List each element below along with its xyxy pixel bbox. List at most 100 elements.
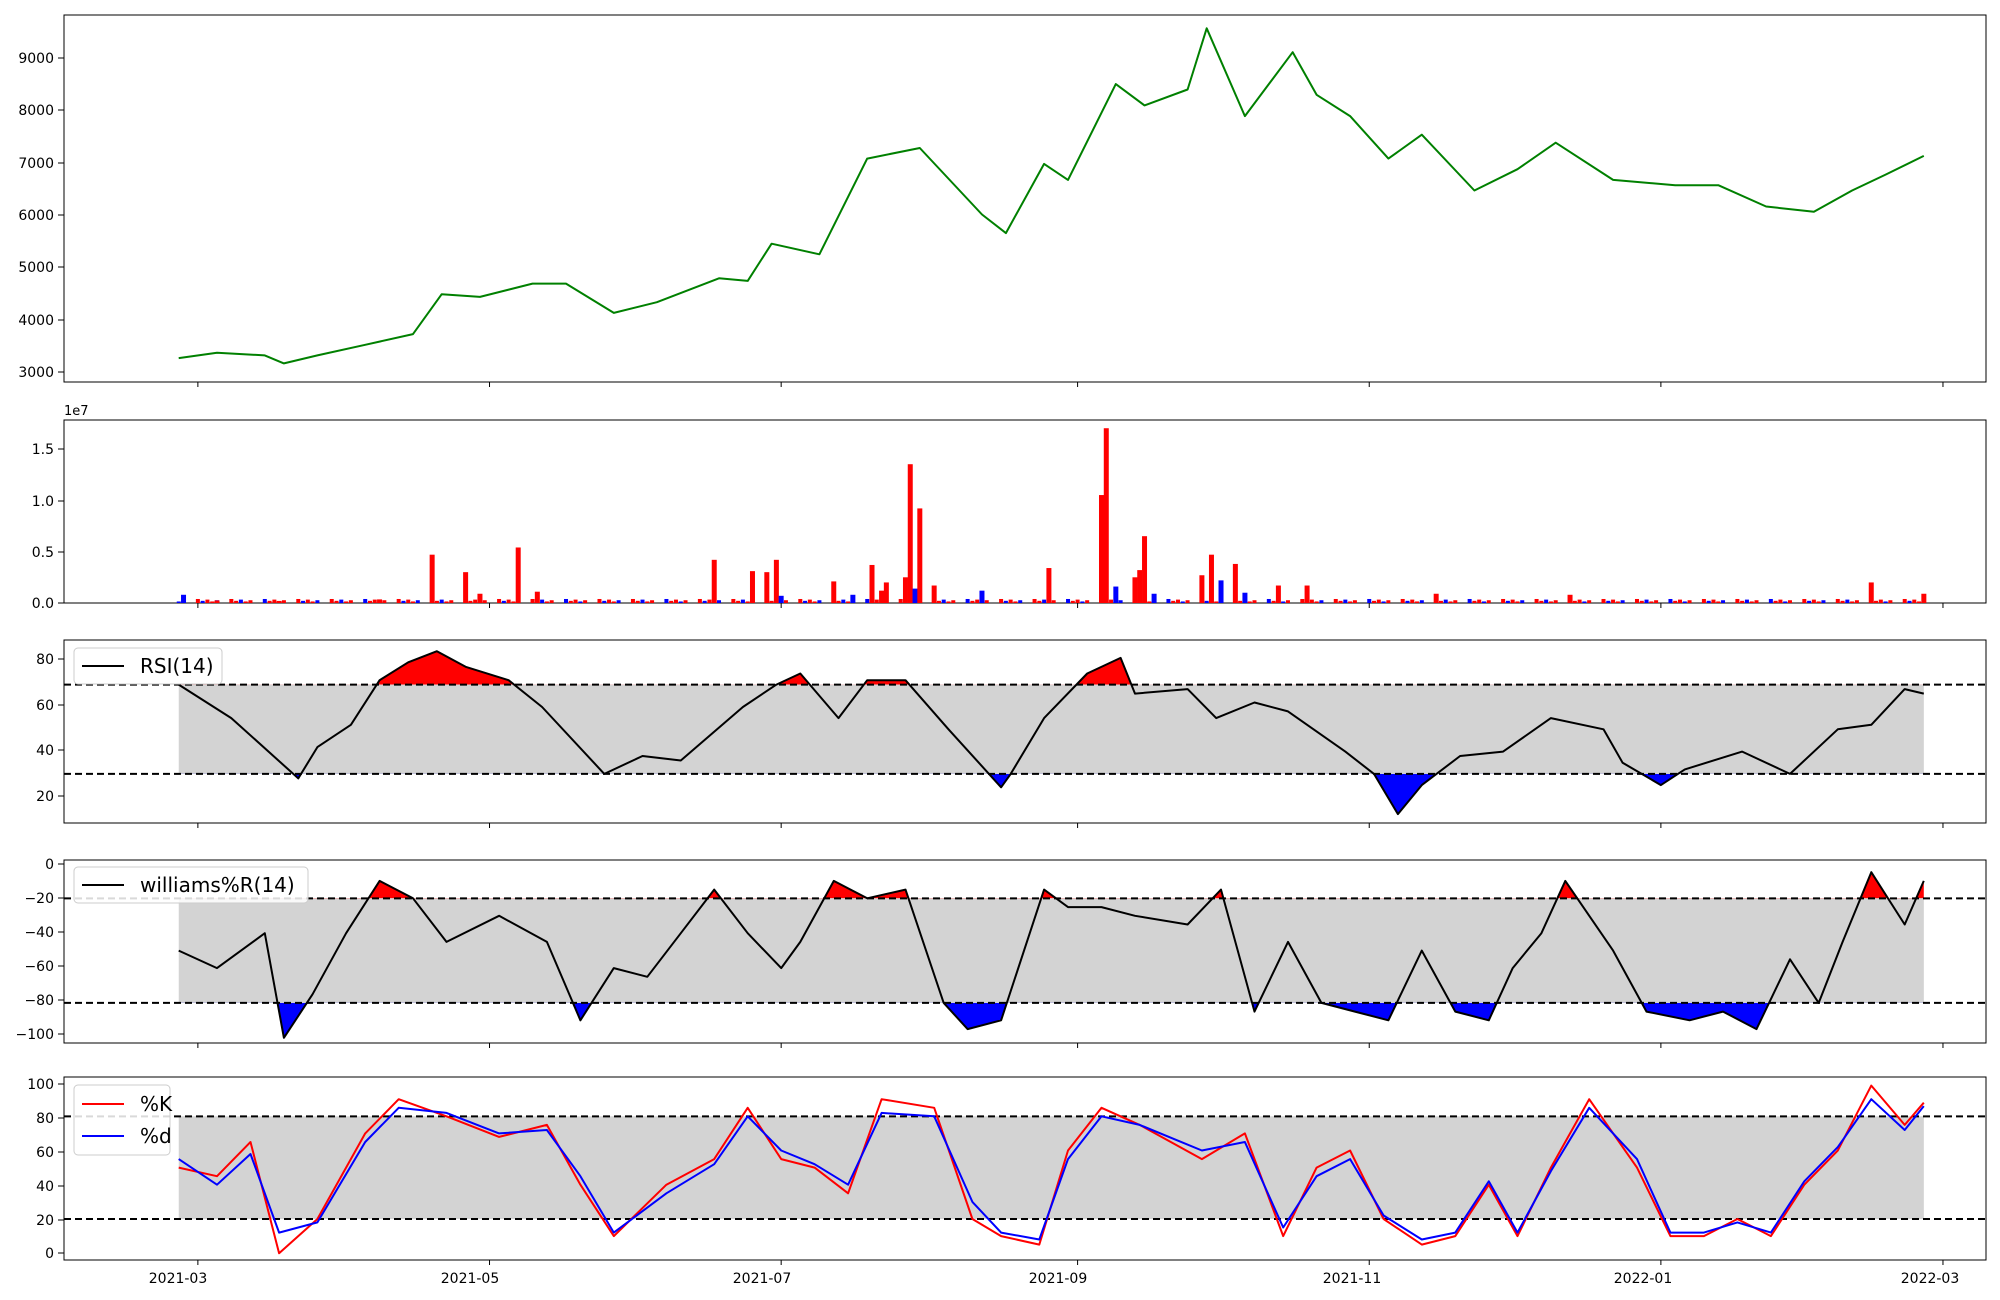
volume-bar-16 <box>869 564 875 603</box>
volume-bar-minor <box>702 600 707 603</box>
price-plot-area <box>178 27 1925 365</box>
volume-ytick-label-0-5: 0.5 <box>32 545 54 561</box>
volume-plot-area <box>176 428 1927 603</box>
volume-bar-24 <box>979 590 985 603</box>
x-tick-label-2021-07: 2021-07 <box>733 1271 792 1287</box>
volume-bar-minor <box>1783 601 1788 603</box>
volume-bar-minor <box>1051 600 1056 603</box>
volume-bar-minor <box>736 600 741 603</box>
volume-bar-minor <box>1874 600 1879 603</box>
volume-bar-minor <box>434 600 439 603</box>
volume-bar-minor <box>506 599 511 603</box>
volume-bar-minor <box>573 599 578 603</box>
volume-bar-minor <box>1917 601 1922 603</box>
volume-bar-minor <box>807 599 812 603</box>
volume-bar-minor <box>1534 598 1539 603</box>
volume-bar-minor <box>1716 601 1721 603</box>
volume-axes-frame <box>63 419 1987 604</box>
volume-bar-minor <box>406 599 411 603</box>
rsi-oversold-fill <box>293 773 1678 815</box>
volume-bar-minor <box>1548 601 1553 603</box>
volume-bar-11 <box>764 572 770 603</box>
volume-bar-minor <box>1706 600 1711 603</box>
volume-bar-minor <box>1840 600 1845 603</box>
williams-ytick-label-0: 0 <box>45 857 54 873</box>
stochastic-series-line-0 <box>178 1084 1925 1255</box>
volume-bar-minor <box>243 601 248 603</box>
volume-bar-minor <box>540 599 545 603</box>
price-ytick-label-5000: 5000 <box>18 260 54 276</box>
volume-bar-minor <box>874 599 879 603</box>
volume-bar-minor <box>281 600 286 603</box>
volume-bar-minor <box>865 598 870 603</box>
volume-bar-35 <box>1218 580 1224 603</box>
williams-ytick-label-m100: −100 <box>16 1027 54 1043</box>
price-axes-frame <box>63 14 1987 383</box>
volume-bar-minor <box>1252 600 1257 603</box>
volume-bar-minor <box>1539 600 1544 603</box>
volume-bar-minor <box>1902 598 1907 603</box>
volume-bar-minor <box>664 598 669 603</box>
volume-bar-minor <box>1649 601 1654 603</box>
volume-bar-0 <box>181 594 187 603</box>
volume-bar-minor <box>1266 598 1271 603</box>
volume-bar-minor <box>344 601 349 603</box>
volume-bar-minor <box>238 599 243 603</box>
volume-bar-minor <box>1668 598 1673 603</box>
volume-bar-minor <box>597 598 602 603</box>
volume-bar-minor <box>817 600 822 603</box>
rsi-legend-label: RSI(14) <box>140 654 214 678</box>
volume-bar-minor <box>1381 601 1386 603</box>
volume-bar-minor <box>769 600 774 603</box>
volume-bar-minor <box>339 599 344 603</box>
volume-bar-minor <box>1515 601 1520 603</box>
volume-bar-minor <box>640 599 645 603</box>
volume-bar-minor <box>367 600 372 603</box>
volume-bar-2 <box>276 600 282 603</box>
volume-bar-minor <box>1037 600 1042 603</box>
volume-bar-minor <box>229 598 234 603</box>
volume-bar-minor <box>1572 600 1577 603</box>
volume-bar-minor <box>1085 600 1090 603</box>
volume-bar-3 <box>377 599 383 603</box>
volume-bar-minor <box>396 598 401 603</box>
volume-bar-minor <box>841 599 846 603</box>
volume-bar-36 <box>1232 563 1238 603</box>
volume-bar-17 <box>879 590 885 603</box>
volume-bar-minor <box>1749 601 1754 603</box>
volume-bar-minor <box>1400 598 1405 603</box>
price-ytick-label-6000: 6000 <box>18 208 54 224</box>
stoch-legend: %K %d <box>73 1084 173 1156</box>
williams-ytick-label-m20: −20 <box>24 891 54 907</box>
volume-bar-minor <box>1773 600 1778 603</box>
volume-bar-minor <box>650 600 655 603</box>
volume-bar-minor <box>205 599 210 603</box>
volume-bar-minor <box>1247 601 1252 603</box>
volume-bar-minor <box>635 600 640 603</box>
volume-bar-minor <box>1811 599 1816 603</box>
volume-bar-9 <box>711 559 717 603</box>
volume-bar-minor <box>1314 601 1319 603</box>
price-series-line-0 <box>178 27 1925 365</box>
volume-bar-minor <box>1510 599 1515 603</box>
volume-bar-minor <box>1066 598 1071 603</box>
williams-band <box>178 898 1924 1003</box>
volume-bar-minor <box>468 600 473 603</box>
volume-bar-minor <box>272 599 277 603</box>
volume-bar-20 <box>907 464 913 603</box>
volume-bar-minor <box>305 599 310 603</box>
volume-bar-minor <box>401 600 406 603</box>
volume-bar-33 <box>1199 575 1205 603</box>
volume-bar-minor <box>975 599 980 603</box>
volume-bar-minor <box>1419 600 1424 603</box>
volume-bar-minor <box>1180 601 1185 603</box>
volume-bar-27 <box>1103 428 1109 603</box>
rsi-ytick-label-80: 80 <box>36 652 54 668</box>
x-tick-label-2021-11: 2021-11 <box>1323 1271 1382 1287</box>
volume-bar-minor <box>783 600 788 603</box>
volume-ytick-label-1-0: 1.0 <box>32 494 54 510</box>
volume-bar-minor <box>1300 598 1305 603</box>
volume-bar-10 <box>749 571 755 603</box>
volume-bar-minor <box>1807 600 1812 603</box>
volume-bar-minor <box>1744 599 1749 603</box>
